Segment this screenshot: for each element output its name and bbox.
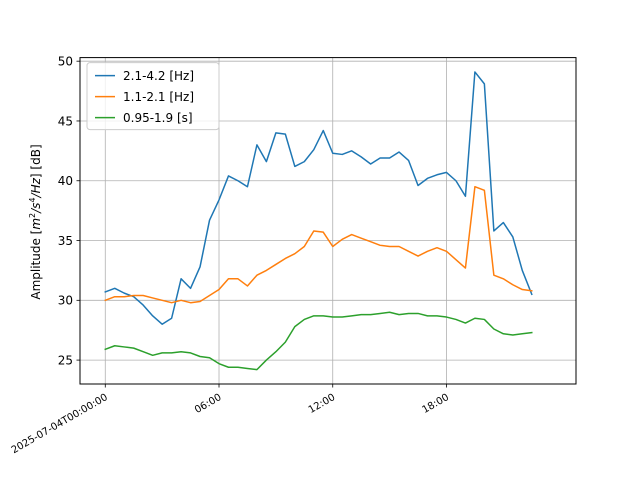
plot-area-frame — [79, 57, 577, 385]
y-axis-label-part-1: m — [29, 218, 43, 230]
legend: 2.1-4.2 [Hz] 1.1-2.1 [Hz] 0.95-1.9 [s] — [86, 62, 220, 131]
y-axis-label-part-2: 2 — [28, 213, 37, 218]
legend-box — [86, 62, 220, 131]
series-line — [104, 311, 533, 371]
y-axis-label-part-0: Amplitude [ — [29, 230, 43, 300]
legend-label: 2.1-4.2 [Hz] — [123, 69, 194, 83]
series-line — [104, 185, 533, 304]
y-axis-label-part-7: Hz — [29, 177, 43, 193]
y-axis-label: Amplitude [m2/s4/Hz] [dB] — [28, 144, 43, 299]
y-axis-label-part-6: / — [29, 191, 43, 198]
y-axis-label-part-8: ] [dB] — [29, 144, 43, 178]
y-tick-label: 50 — [58, 54, 73, 68]
y-axis-label-part-5: 4 — [28, 197, 37, 202]
series-layer — [104, 71, 533, 371]
y-axis: 25 30 35 40 45 50 — [58, 54, 80, 367]
y-tick-label: 30 — [58, 294, 73, 308]
y-tick-label: 25 — [58, 353, 73, 367]
y-tick-label: 35 — [58, 234, 73, 248]
y-tick-label: 45 — [58, 114, 73, 128]
legend-label: 0.95-1.9 [s] — [123, 111, 193, 125]
y-axis-label-part-3: / — [29, 207, 43, 214]
series-line — [104, 71, 533, 325]
legend-label: 1.1-2.1 [Hz] — [123, 90, 194, 104]
y-axis-label-part-4: s — [29, 203, 43, 209]
y-tick-label: 40 — [58, 174, 73, 188]
